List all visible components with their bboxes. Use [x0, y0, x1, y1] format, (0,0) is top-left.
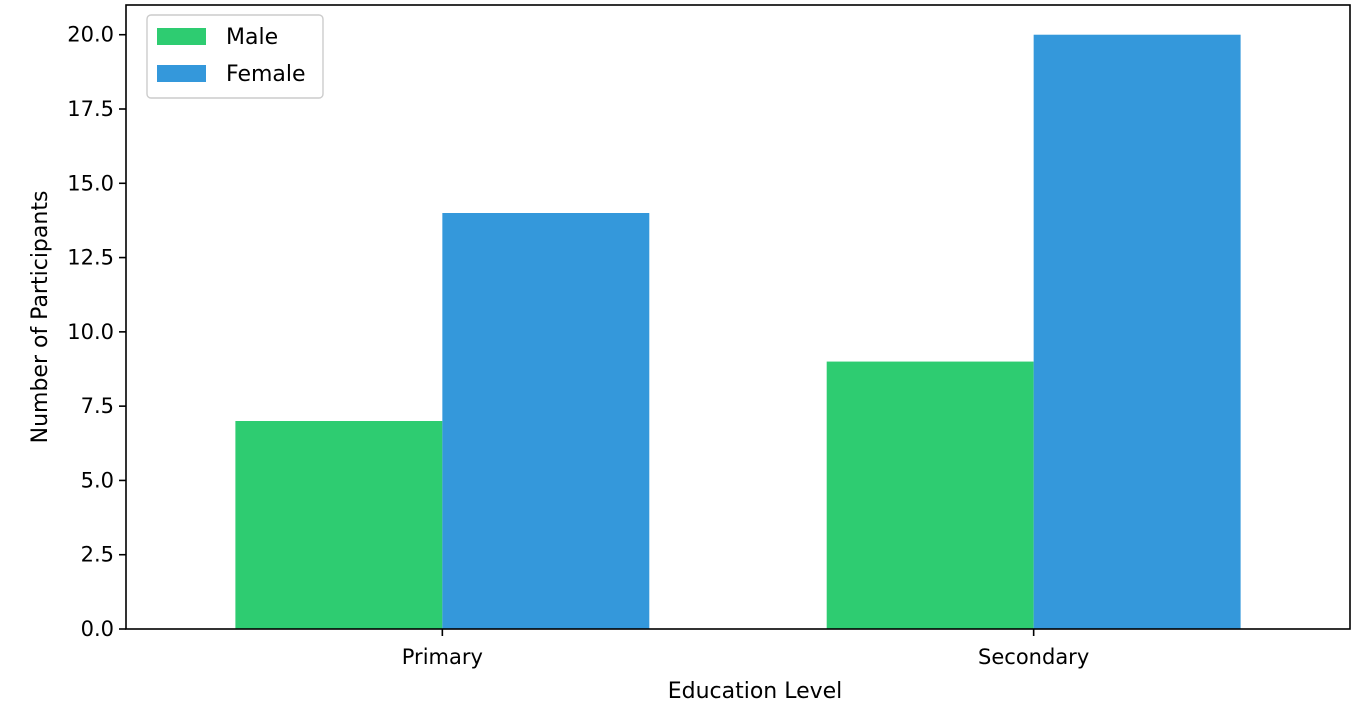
bar-female-primary — [442, 213, 650, 629]
bar-male-primary — [235, 421, 443, 629]
x-axis-ticks: Primary Secondary — [402, 629, 1089, 669]
y-tick-label: 2.5 — [81, 543, 114, 567]
bars-group — [235, 34, 1241, 629]
y-tick-label: 0.0 — [81, 617, 114, 641]
legend-label-male: Male — [226, 25, 278, 50]
legend-label-female: Female — [226, 62, 306, 87]
y-tick-label: 17.5 — [67, 97, 114, 121]
plot-frame — [125, 4, 1351, 630]
y-tick-label: 12.5 — [67, 246, 114, 270]
y-tick-label: 7.5 — [81, 394, 114, 418]
bar-male-secondary — [826, 361, 1034, 629]
y-tick-label: 15.0 — [67, 171, 114, 195]
bar-female-secondary — [1033, 34, 1241, 629]
y-axis-ticks: 0.0 2.5 5.0 7.5 10.0 12.5 15.0 17.5 20.0 — [67, 23, 126, 641]
y-axis-label: Number of Participants — [28, 191, 53, 444]
y-tick-label: 10.0 — [67, 320, 114, 344]
legend: Male Female — [146, 14, 324, 99]
y-tick-label: 20.0 — [67, 23, 114, 47]
x-axis-label: Education Level — [668, 679, 843, 704]
legend-swatch-female — [157, 65, 206, 82]
x-tick-label: Primary — [402, 645, 483, 669]
legend-swatch-male — [157, 28, 206, 45]
x-tick-label: Secondary — [978, 645, 1089, 669]
y-tick-label: 5.0 — [81, 468, 114, 492]
